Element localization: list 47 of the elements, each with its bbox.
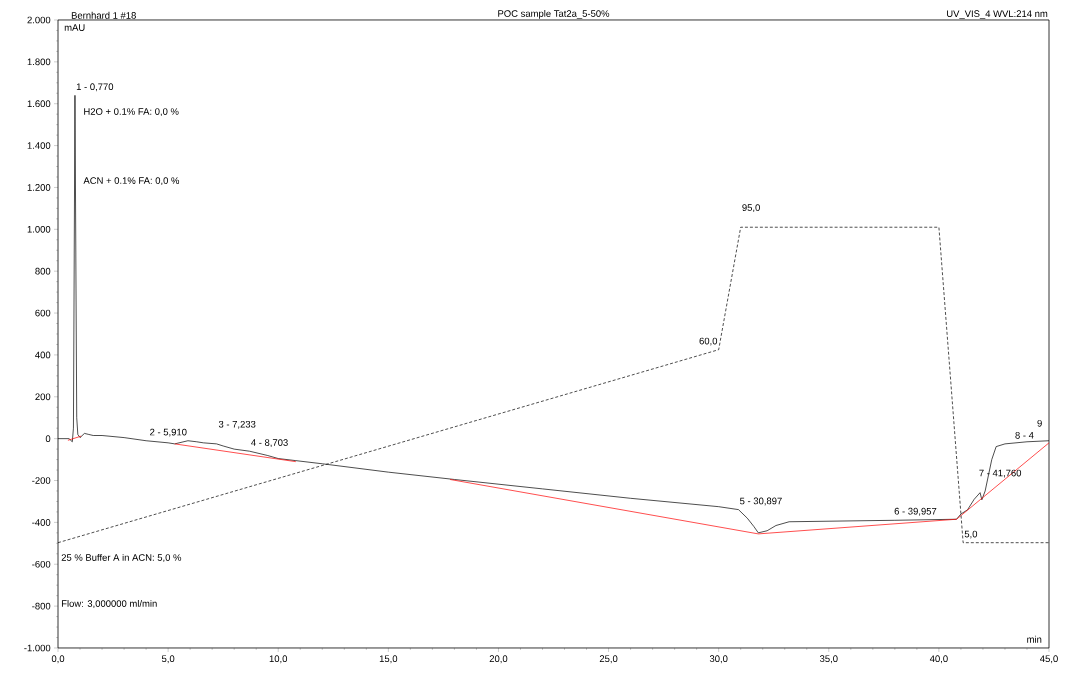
y-tick-label: 800 [35, 267, 51, 275]
y-tick-label: -200 [32, 477, 51, 484]
y-tick-label: 2.000 [27, 16, 51, 24]
y-tick-label: 0 [45, 435, 51, 442]
annotation: 5 - 30,897 [740, 497, 782, 506]
y-tick-label: 1.800 [27, 58, 51, 66]
annotation: 2 - 5,910 [150, 428, 187, 437]
x-tick-label: 45,0 [1040, 655, 1058, 664]
annotation: 25 % Buffer A in ACN: 5,0 % [61, 553, 182, 563]
y-tick-label: -600 [32, 560, 51, 568]
y-tick-label: 1.000 [27, 225, 51, 233]
x-tick-label: 40,0 [929, 655, 948, 664]
annotation: 4 - 8,703 [251, 439, 288, 448]
annotation: 60,0 [699, 337, 718, 346]
chart-title: POC sample Tat2a_5-50% [498, 9, 610, 19]
y-tick-label: 600 [35, 309, 51, 317]
annotation: Flow: 3,000000 ml/min [61, 599, 157, 609]
text: UV_VIS_4 WVL:214 nm [947, 10, 1048, 19]
y-tick-label: -800 [32, 602, 51, 610]
x-tick-label: 35,0 [819, 655, 838, 664]
y-tick-label: 1.200 [27, 184, 51, 191]
annotation: 6 - 39,957 [894, 507, 937, 516]
annotation: 1 - 0,770 [76, 83, 114, 92]
x-axis-title: min [1027, 635, 1042, 643]
y-tick-label: 200 [35, 393, 51, 401]
y-tick-label: -1.000 [24, 644, 51, 652]
annotation: 7 - 41,760 [979, 469, 1022, 478]
x-tick-label: 20,0 [489, 655, 508, 664]
y-tick-label: -400 [32, 519, 51, 526]
annotation: 3 - 7,233 [218, 420, 256, 429]
x-tick-label: 30,0 [709, 655, 728, 664]
y-tick-label: 400 [35, 351, 51, 359]
annotation: ACN + 0.1% FA: 0,0 % [83, 177, 180, 186]
text: Bernhard 1 #18 [71, 11, 136, 19]
annotation: 8 - 4 [1015, 431, 1034, 439]
y-tick-label: 1.400 [27, 142, 51, 149]
x-tick-label: 0,0 [51, 655, 65, 664]
y-tick-label: 1.600 [27, 100, 51, 108]
annotation: 95,0 [742, 204, 760, 213]
x-tick-label: 10,0 [269, 655, 288, 664]
x-tick-label: 5,0 [161, 655, 175, 664]
annotation: 9 [1037, 419, 1042, 427]
x-tick-label: 15,0 [379, 655, 398, 664]
x-tick-label: 25,0 [599, 655, 618, 664]
annotation: H2O + 0.1% FA: 0,0 % [84, 108, 179, 117]
annotation: 5,0 [964, 530, 978, 539]
y-axis-title: mAU [64, 24, 85, 31]
